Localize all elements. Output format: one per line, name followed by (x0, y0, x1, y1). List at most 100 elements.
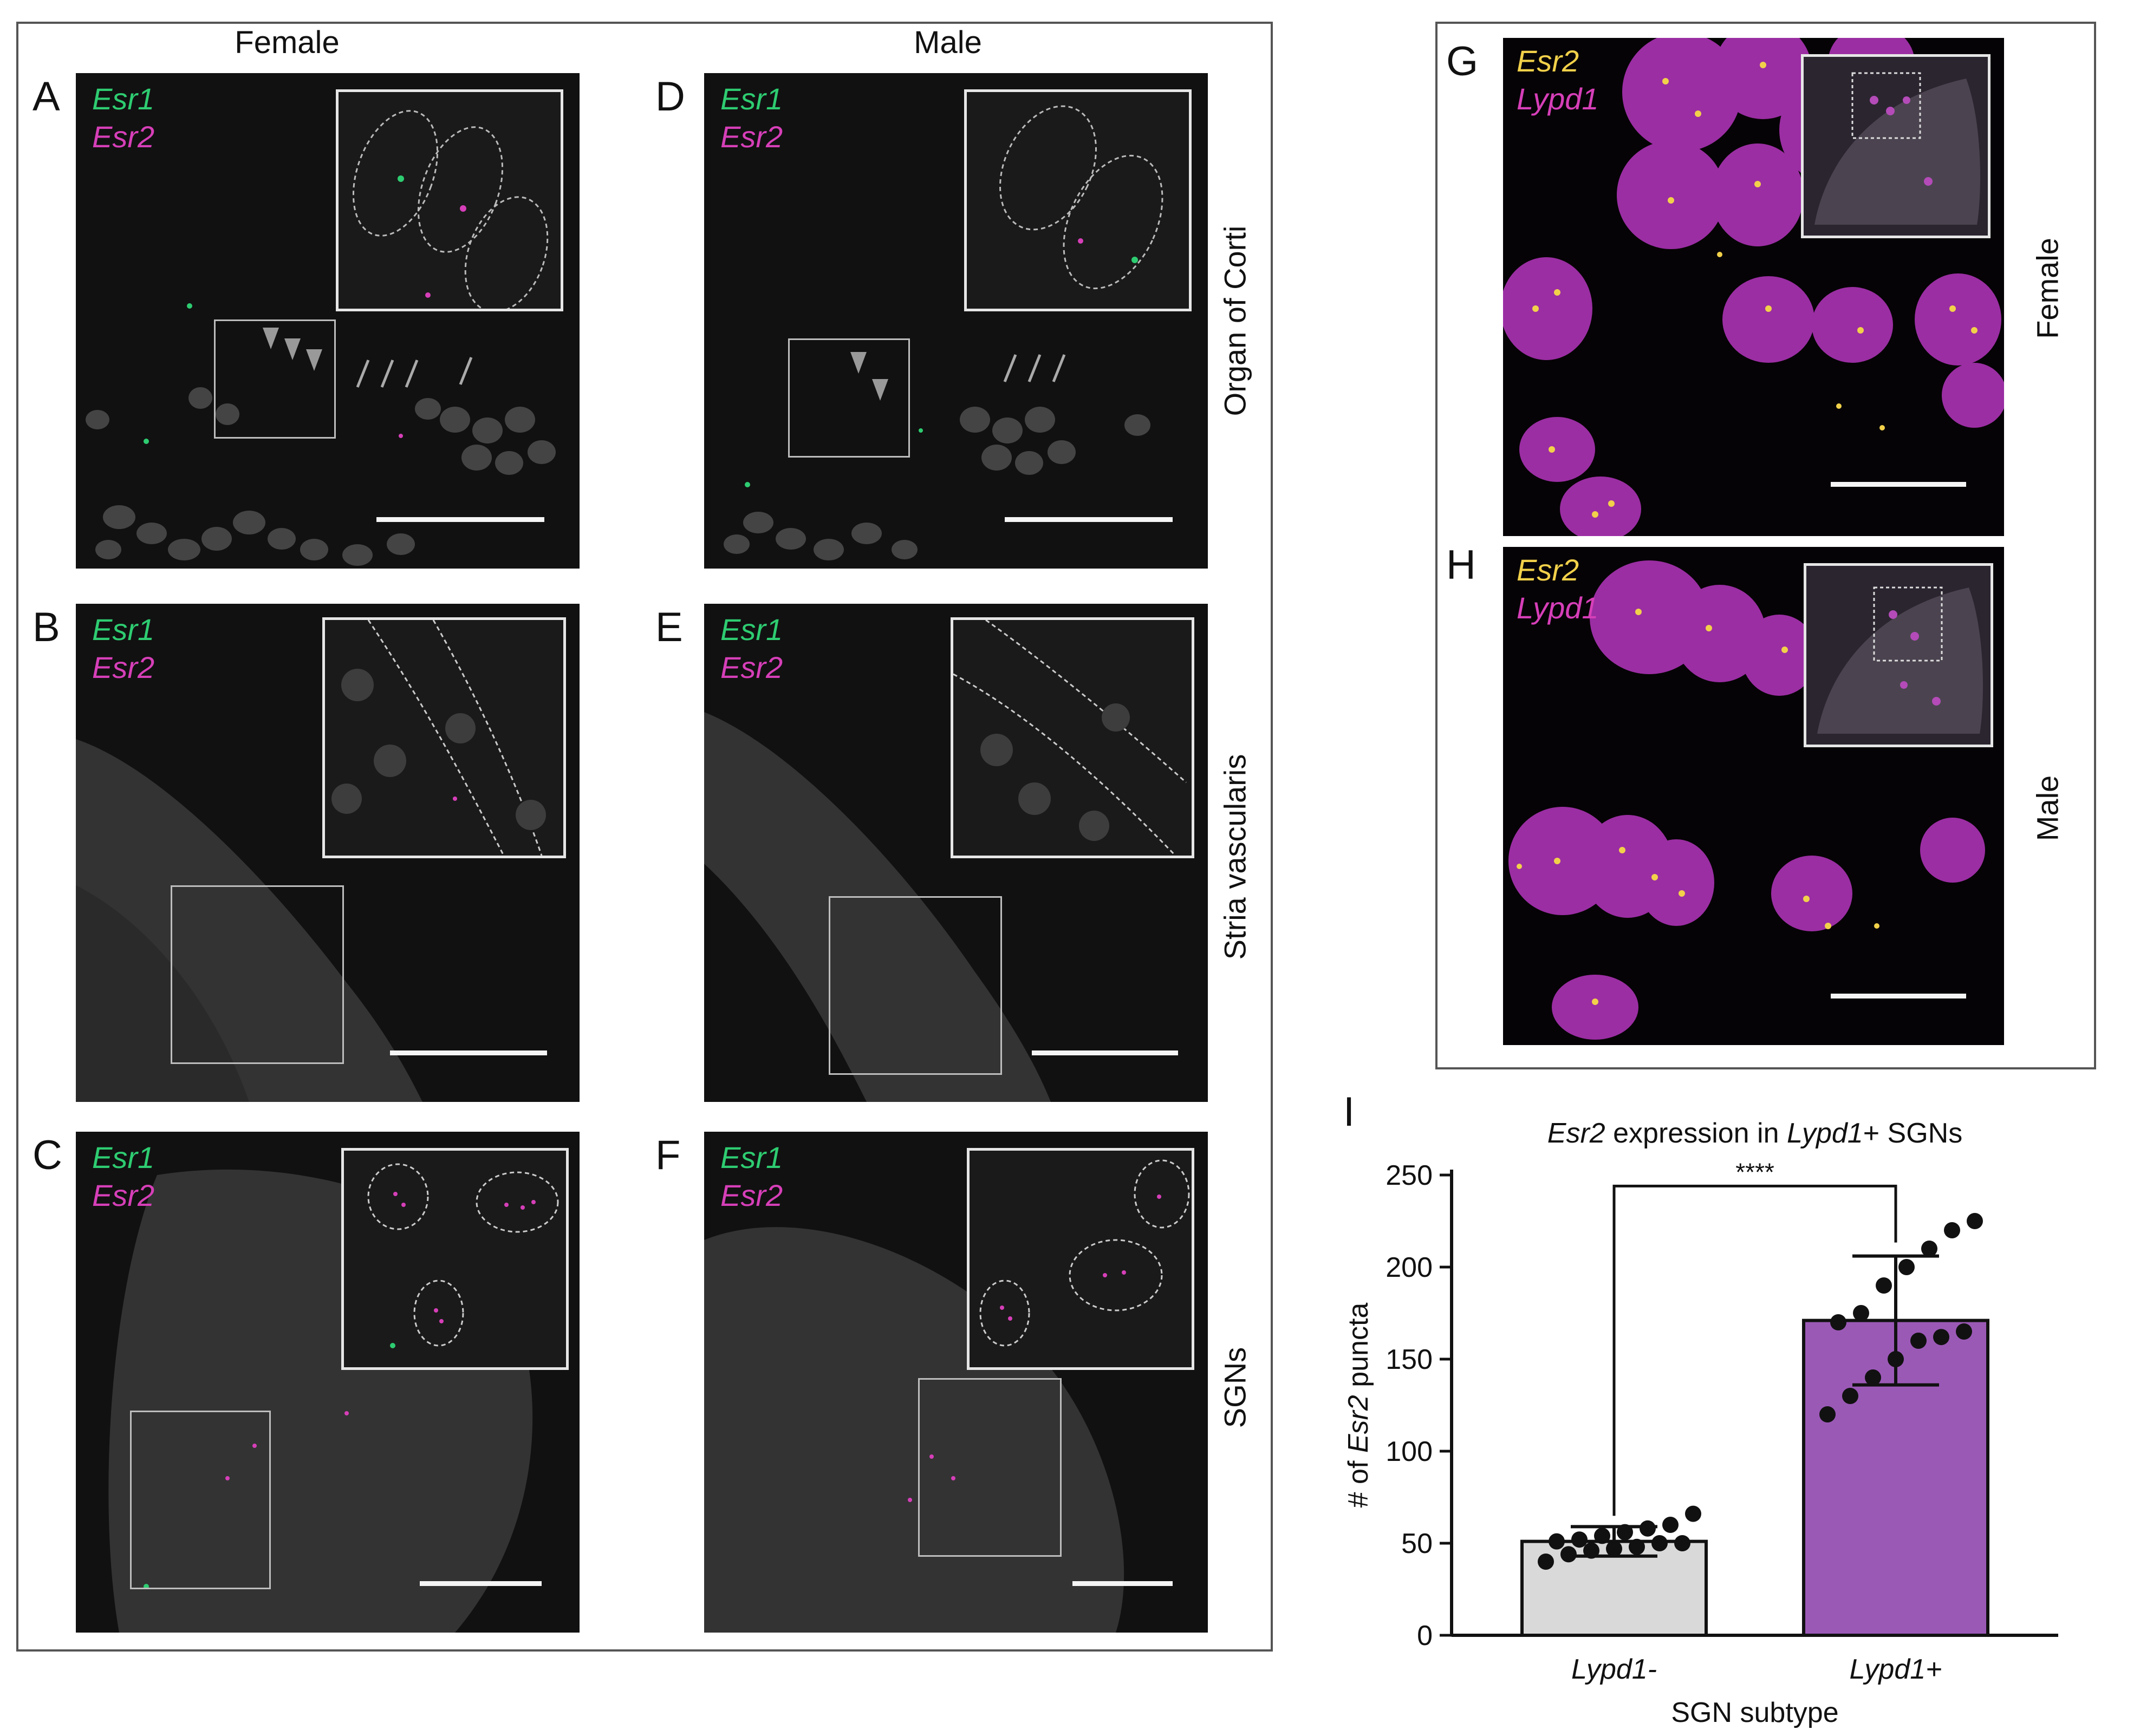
data-point (1538, 1554, 1554, 1570)
y-tick-label: 200 (1386, 1252, 1433, 1283)
micrograph-e: Esr1 Esr2 (704, 604, 1208, 1102)
data-point (1898, 1259, 1915, 1275)
row-label-male: Male (2030, 775, 2065, 841)
row-label-organ-of-corti: Organ of Corti (1218, 225, 1252, 416)
panel-h-scale-bar (1831, 994, 1966, 998)
data-point (1617, 1524, 1633, 1541)
panel-b-inset (322, 617, 566, 858)
left-panel-frame (16, 22, 1273, 1652)
panel-f-scale-bar (1072, 1581, 1173, 1586)
panel-label-h: H (1446, 542, 1476, 588)
arrowhead-icon (850, 352, 867, 374)
right-panel-frame (1435, 22, 2096, 1069)
panel-g-overview-inset (1801, 54, 1991, 238)
y-tick-label: 100 (1386, 1436, 1433, 1467)
column-header-female: Female (235, 25, 340, 60)
panel-f-esr2-label: Esr2 (720, 1178, 783, 1212)
panel-h-lypd1-label: Lypd1 (1517, 591, 1599, 625)
panel-label-i: I (1343, 1089, 1355, 1135)
panel-b-inset-cells (331, 620, 546, 856)
micrograph-e-texture (704, 712, 1051, 1102)
micrograph-d-texture (724, 407, 1150, 560)
panel-e-esr2-label: Esr2 (720, 650, 783, 684)
micrograph-f: Esr1 Esr2 (704, 1132, 1208, 1633)
y-tick-label: 0 (1417, 1620, 1433, 1652)
row-label-female: Female (2030, 238, 2065, 339)
panel-a-scale-bar (376, 517, 544, 522)
micrograph-a-texture (86, 303, 556, 566)
panel-g-scale-bar (1831, 482, 1966, 487)
data-point (1571, 1531, 1588, 1548)
panel-label-g: G (1446, 38, 1479, 84)
panel-a-inset-cells (352, 110, 549, 309)
panel-a-roi-box (214, 319, 336, 439)
micrograph-h-cells (1508, 560, 1985, 1040)
panel-e-roi-box (829, 896, 1002, 1075)
data-point (1662, 1517, 1679, 1533)
panel-c-roi-box (130, 1411, 271, 1589)
data-point (1921, 1241, 1937, 1257)
significance-label: **** (1735, 1158, 1774, 1186)
x-tick-label: Lypd1- (1571, 1654, 1657, 1685)
panel-d-esr1-label: Esr1 (720, 82, 783, 116)
data-point (1674, 1535, 1690, 1551)
panel-e-inset-cells (953, 620, 1187, 856)
panel-f-inset-cells (979, 1159, 1190, 1347)
panel-a-esr2-label: Esr2 (92, 120, 155, 154)
data-point (1944, 1222, 1960, 1238)
row-label-sgns: SGNs (1218, 1347, 1252, 1428)
panel-d-esr2-label: Esr2 (720, 120, 783, 154)
panel-e-inset (951, 617, 1194, 858)
micrograph-f-texture (704, 1227, 1124, 1633)
micrograph-g: Esr2 Lypd1 (1503, 38, 2004, 536)
y-tick-label: 50 (1401, 1528, 1433, 1559)
panel-g-lypd1-label: Lypd1 (1517, 82, 1599, 116)
panel-g-esr2-label: Esr2 (1517, 44, 1579, 78)
significance-bracket (1612, 1184, 1897, 1516)
data-point (1956, 1323, 1972, 1340)
x-tick-label: Lypd1+ (1849, 1654, 1942, 1685)
panel-f-esr1-label: Esr1 (720, 1140, 783, 1174)
panel-a-esr1-label: Esr1 (92, 82, 155, 116)
panel-b-scale-bar (390, 1050, 547, 1055)
arrowhead-icon (306, 349, 322, 371)
data-point (1685, 1505, 1701, 1522)
micrograph-a: Esr1 Esr2 (76, 73, 580, 569)
micrograph-b-texture (76, 739, 422, 1102)
panel-d-scale-bar (1005, 517, 1173, 522)
row-label-stria-vascularis: Stria vascularis (1218, 754, 1252, 960)
data-point (1583, 1542, 1599, 1559)
panel-label-a: A (32, 74, 60, 120)
data-point (1888, 1351, 1904, 1367)
panel-d-inset-cells (999, 105, 1163, 290)
data-point (1629, 1538, 1645, 1555)
panel-label-c: C (32, 1132, 62, 1178)
panel-c-esr2-label: Esr2 (92, 1178, 155, 1212)
micrograph-d: Esr1 Esr2 (704, 73, 1208, 569)
panel-label-b: B (32, 604, 60, 650)
panel-h-esr2-label: Esr2 (1517, 553, 1579, 587)
arrowhead-icon (263, 328, 279, 349)
micrograph-b: Esr1 Esr2 (76, 604, 580, 1102)
y-tick-label: 250 (1386, 1160, 1433, 1191)
panel-c-esr1-label: Esr1 (92, 1140, 155, 1174)
micrograph-c: Esr1 Esr2 (76, 1132, 580, 1633)
data-point (1865, 1369, 1881, 1386)
data-point (1549, 1533, 1565, 1550)
chart-i: Esr2 expression in Lypd1+ SGNs 0 50 100 150 2… (1343, 1118, 2058, 1728)
panel-b-esr2-label: Esr2 (92, 650, 155, 684)
panel-h-overview-inset (1804, 563, 1993, 747)
data-point (1910, 1333, 1927, 1349)
panel-a-arrows (263, 328, 473, 388)
y-axis-label: # of Esr2 puncta (1343, 1303, 1374, 1508)
chart-title: Esr2 expression in Lypd1+ SGNs (1547, 1118, 1962, 1149)
panel-h-overview-image (1817, 586, 1983, 734)
panel-f-roi-box (918, 1378, 1062, 1557)
data-point (1594, 1528, 1610, 1544)
panel-label-d: D (655, 74, 685, 120)
data-point (1819, 1406, 1836, 1422)
data-point (1853, 1305, 1869, 1321)
panel-label-f: F (655, 1132, 681, 1178)
panel-a-inset (336, 89, 563, 311)
panel-b-roi-box (171, 885, 344, 1064)
